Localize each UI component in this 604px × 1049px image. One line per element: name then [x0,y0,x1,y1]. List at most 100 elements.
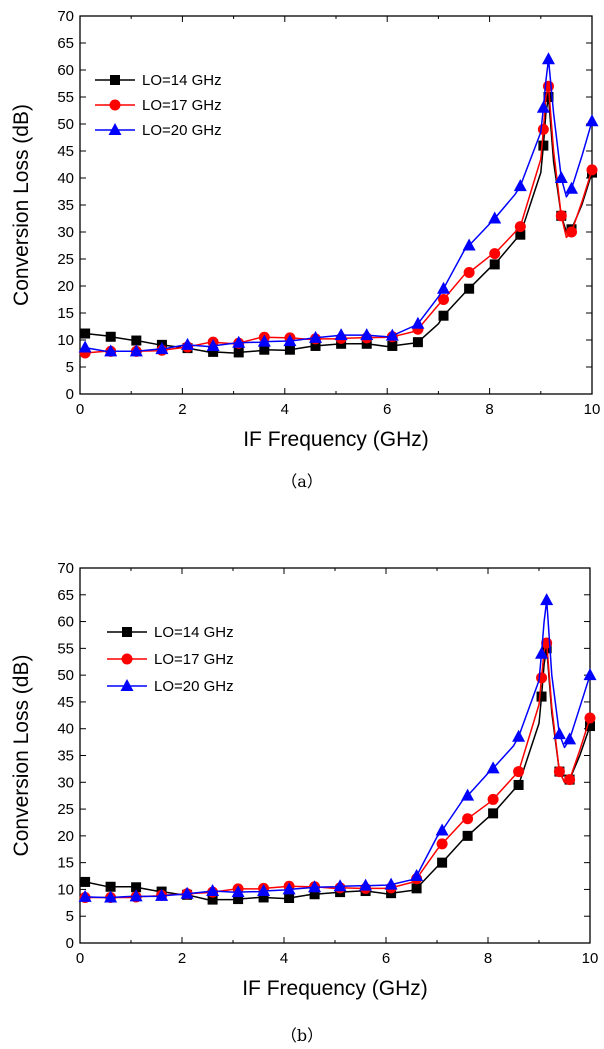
legend-label: LO=14 GHz [142,72,222,89]
legend-marker [108,123,122,135]
data-point [541,52,555,65]
data-point [583,668,597,681]
data-point [129,889,143,902]
legend-entry: LO=20 GHz [107,678,234,695]
data-point [488,808,499,819]
data-point [104,890,118,903]
y-tick-label: 0 [66,935,74,952]
data-point [384,877,398,890]
data-point [538,140,549,151]
data-point [233,894,244,905]
data-point [563,732,577,745]
data-point [309,330,323,343]
data-point [232,335,246,348]
data-point [206,338,220,351]
data-point [257,884,271,897]
data-point [155,888,169,901]
legend-label: LO=17 GHz [154,651,234,668]
y-tick-label: 40 [57,170,74,187]
legend-marker [110,75,120,85]
data-point [536,100,550,113]
data-point [488,211,502,224]
legend-entry: LO=14 GHz [107,624,234,641]
x-tick-label: 6 [383,401,391,418]
legend-entry: LO=17 GHz [107,651,234,668]
y-tick-label: 15 [57,855,74,872]
legend-entry: LO=14 GHz [95,72,222,89]
y-tick-label: 50 [57,116,74,133]
y-tick-label: 5 [66,908,74,925]
data-point [104,344,118,357]
x-tick-label: 2 [178,401,186,418]
x-tick-label: 4 [280,950,288,967]
y-tick-label: 35 [57,197,74,214]
data-point [437,281,451,294]
legend-label: LO=20 GHz [154,678,234,695]
caption-a: （a） [281,472,323,491]
data-point [515,229,526,240]
caption-b: （b） [280,1026,324,1045]
data-point [464,283,475,294]
data-point [359,878,373,891]
legend-marker [120,679,134,691]
y-tick-label: 45 [57,143,74,160]
series-line [85,599,591,899]
y-tick-label: 40 [57,721,74,738]
y-tick-label: 45 [57,694,74,711]
data-point [540,593,554,606]
y-tick-label: 0 [66,386,74,403]
data-point [513,779,524,790]
x-tick-label: 0 [76,950,84,967]
data-point [334,328,348,341]
data-point [283,334,297,347]
y-axis-title: Conversion Loss (dB) [10,655,33,857]
data-point [412,337,423,348]
data-point [233,347,244,358]
data-point [80,328,91,339]
data-point [565,181,579,194]
data-point [584,712,596,724]
x-tick-label: 2 [178,950,186,967]
data-point [461,788,475,801]
data-point [514,221,526,233]
y-tick-label: 25 [57,801,74,818]
y-tick-label: 20 [57,828,74,845]
data-point [512,729,526,742]
x-tick-label: 6 [382,950,390,967]
y-tick-label: 55 [57,640,74,657]
data-point [310,340,321,351]
data-point [564,774,576,786]
data-point [231,885,245,898]
data-point [585,721,595,732]
data-point [181,337,195,350]
data-point [463,267,475,278]
legend-label: LO=20 GHz [142,122,222,139]
y-tick-label: 5 [66,359,74,376]
y-tick-label: 70 [57,560,74,577]
data-point [552,727,566,740]
data-point [105,331,116,342]
y-tick-label: 65 [57,35,74,52]
chart-panel-b: 0 2 4 6 8 10 0 5 10 15 20 25 30 35 40 45 50 55 60 65 70 IF Fr… [0,552,604,1049]
data-point [309,889,320,900]
legend-label: LO=17 GHz [142,97,222,114]
data-point [435,823,449,836]
data-point [282,882,296,895]
y-tick-label: 70 [57,8,74,25]
x-tick-label: 10 [584,401,601,418]
data-point [155,342,169,355]
data-point [308,880,322,893]
data-point [436,838,448,850]
x-tick-label: 4 [281,401,289,418]
data-point [207,894,218,905]
legend-marker [121,653,133,665]
y-tick-label: 25 [57,251,74,268]
data-point [462,813,474,825]
data-point [80,876,91,887]
data-point [536,672,548,684]
data-point [411,316,425,329]
data-point [537,123,549,135]
data-point [284,344,295,355]
data-point [129,344,143,357]
data-point [553,766,565,778]
